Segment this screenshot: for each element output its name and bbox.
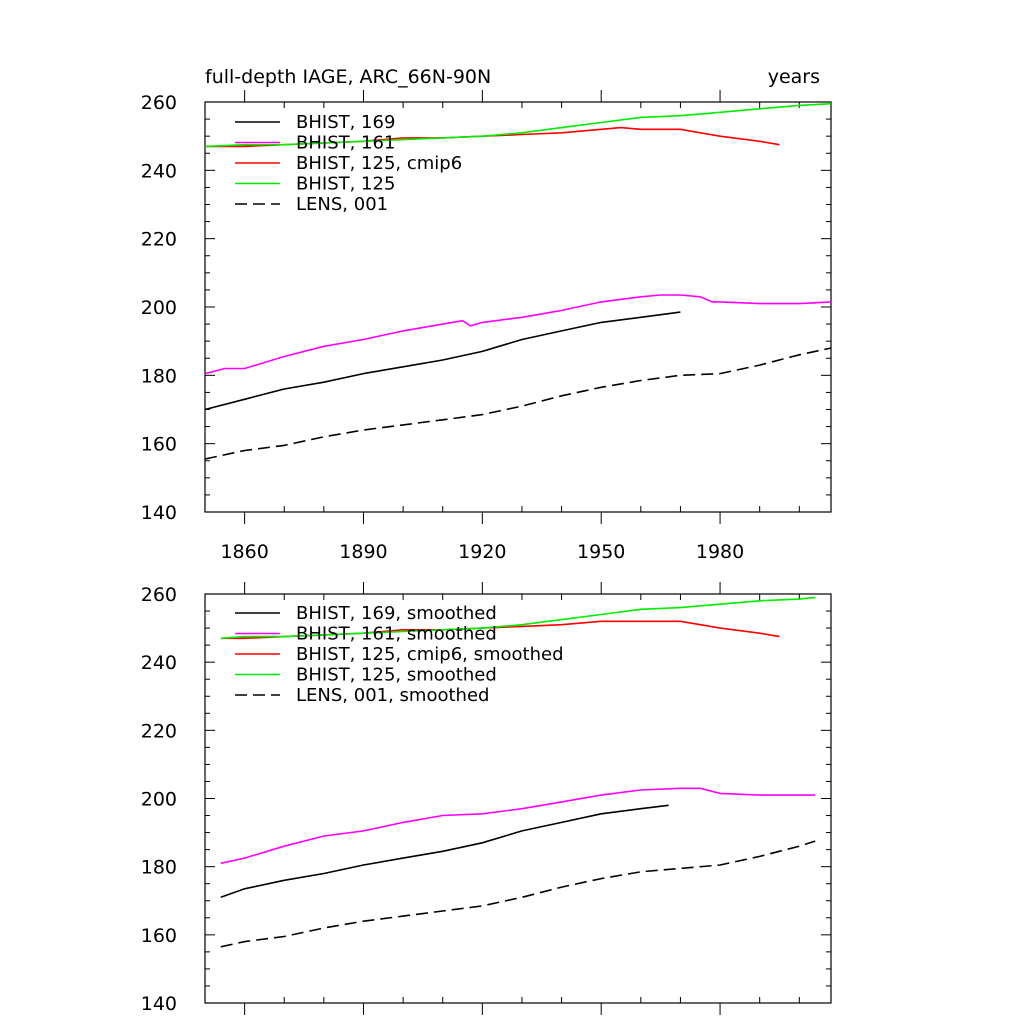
legend-label: BHIST, 161: [296, 133, 395, 154]
series-line: [204, 347, 832, 460]
series-line: [205, 126, 780, 148]
legend-label: BHIST, 169, smoothed: [296, 603, 497, 624]
y-tick-label: 220: [141, 229, 177, 251]
y-tick-label: 200: [141, 789, 177, 811]
y-tick-label: 180: [141, 857, 177, 879]
y-tick-label: 260: [141, 92, 177, 114]
top-panel-units: years: [768, 66, 820, 88]
x-tick-label: 1950: [577, 541, 625, 563]
legend-label: BHIST, 125: [296, 174, 395, 195]
series-line: [204, 102, 832, 148]
legend-label: BHIST, 125, smoothed: [296, 665, 497, 686]
y-tick-label: 180: [141, 365, 177, 387]
y-tick-label: 260: [141, 584, 177, 606]
legend-label: BHIST, 169: [296, 112, 395, 133]
y-tick-label: 140: [141, 993, 177, 1015]
series-line: [220, 840, 816, 948]
y-tick-label: 240: [141, 160, 177, 182]
y-tick-label: 240: [141, 652, 177, 674]
legend-label: BHIST, 125, cmip6: [296, 153, 462, 174]
legend-label: BHIST, 161, smoothed: [296, 624, 497, 645]
series-line: [220, 596, 816, 640]
y-tick-label: 200: [141, 297, 177, 319]
y-tick-label: 160: [141, 925, 177, 947]
legend-label: LENS, 001, smoothed: [296, 685, 489, 706]
top-panel-title: full-depth IAGE, ARC_66N-90N: [205, 66, 491, 88]
x-tick-label: 1980: [696, 541, 744, 563]
y-tick-label: 140: [141, 502, 177, 524]
x-tick-label: 1890: [339, 541, 387, 563]
bottom-panel: 140 160 180 200 220 240 260 BHIST, 169, smoothe…: [141, 582, 832, 1015]
series-line: [204, 294, 832, 375]
y-tick-label: 220: [141, 720, 177, 742]
x-tick-label: 1920: [458, 541, 506, 563]
top-panel: full-depth IAGE, ARC_66N-90N years 140 16…: [141, 66, 832, 563]
legend-label: BHIST, 125, cmip6, smoothed: [296, 644, 564, 665]
series-line: [220, 804, 669, 899]
series-line: [204, 311, 681, 411]
legend-label: LENS, 001: [296, 194, 388, 215]
x-tick-label: 1860: [220, 541, 268, 563]
y-tick-label: 160: [141, 434, 177, 456]
series-line: [220, 787, 816, 865]
